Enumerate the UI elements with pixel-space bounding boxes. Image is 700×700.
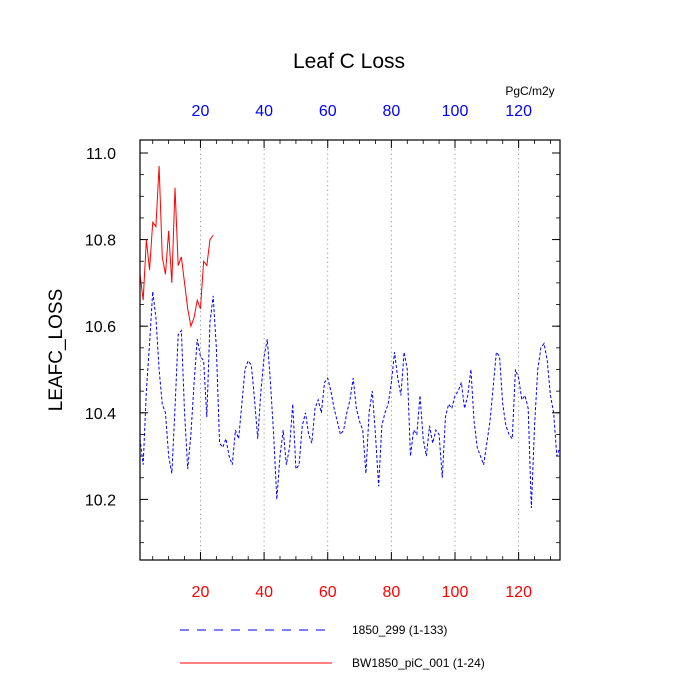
x-tick-label-top-120: 120 (505, 103, 532, 120)
series-line-0 (140, 291, 560, 509)
y-tick-label-2: 10.6 (85, 319, 116, 336)
x-tick-label-top-40: 40 (255, 103, 273, 120)
x-tick-label-top-100: 100 (442, 103, 469, 120)
x-tick-label-bottom-60: 60 (319, 584, 337, 601)
gridlines (200, 140, 520, 560)
legend-label-1850: 1850_299 (1-133) (352, 623, 447, 637)
units-label: PgC/m2y (505, 84, 554, 98)
legend: 1850_299 (1-133) BW1850_piC_001 (1-24) (180, 623, 485, 670)
y-tick-label-0: 10.2 (85, 492, 116, 509)
plot-frame (139, 139, 561, 561)
series-layer (140, 165, 560, 509)
y-tick-label-1: 10.4 (85, 406, 116, 423)
y-axis-label: LEAFC_LOSS (46, 289, 67, 412)
x-tick-label-bottom-20: 20 (192, 584, 210, 601)
x-tick-label-bottom-120: 120 (505, 584, 532, 601)
x-tick-label-bottom-100: 100 (442, 584, 469, 601)
axis-ticks: 20 20 40 40 60 60 80 80 100 100 120 120 10.2 10.4 10.6… (85, 103, 560, 601)
series-line-1 (140, 165, 214, 329)
x-tick-label-bottom-80: 80 (382, 584, 400, 601)
x-tick-label-top-20: 20 (192, 103, 210, 120)
x-tick-label-bottom-40: 40 (255, 584, 273, 601)
chart-title: Leaf C Loss (293, 50, 405, 73)
x-tick-label-top-60: 60 (319, 103, 337, 120)
x-tick-label-top-80: 80 (382, 103, 400, 120)
y-tick-label-3: 10.8 (85, 233, 116, 250)
y-tick-label-4: 11.0 (86, 146, 116, 163)
legend-label-bw1850: BW1850_piC_001 (1-24) (352, 656, 485, 670)
